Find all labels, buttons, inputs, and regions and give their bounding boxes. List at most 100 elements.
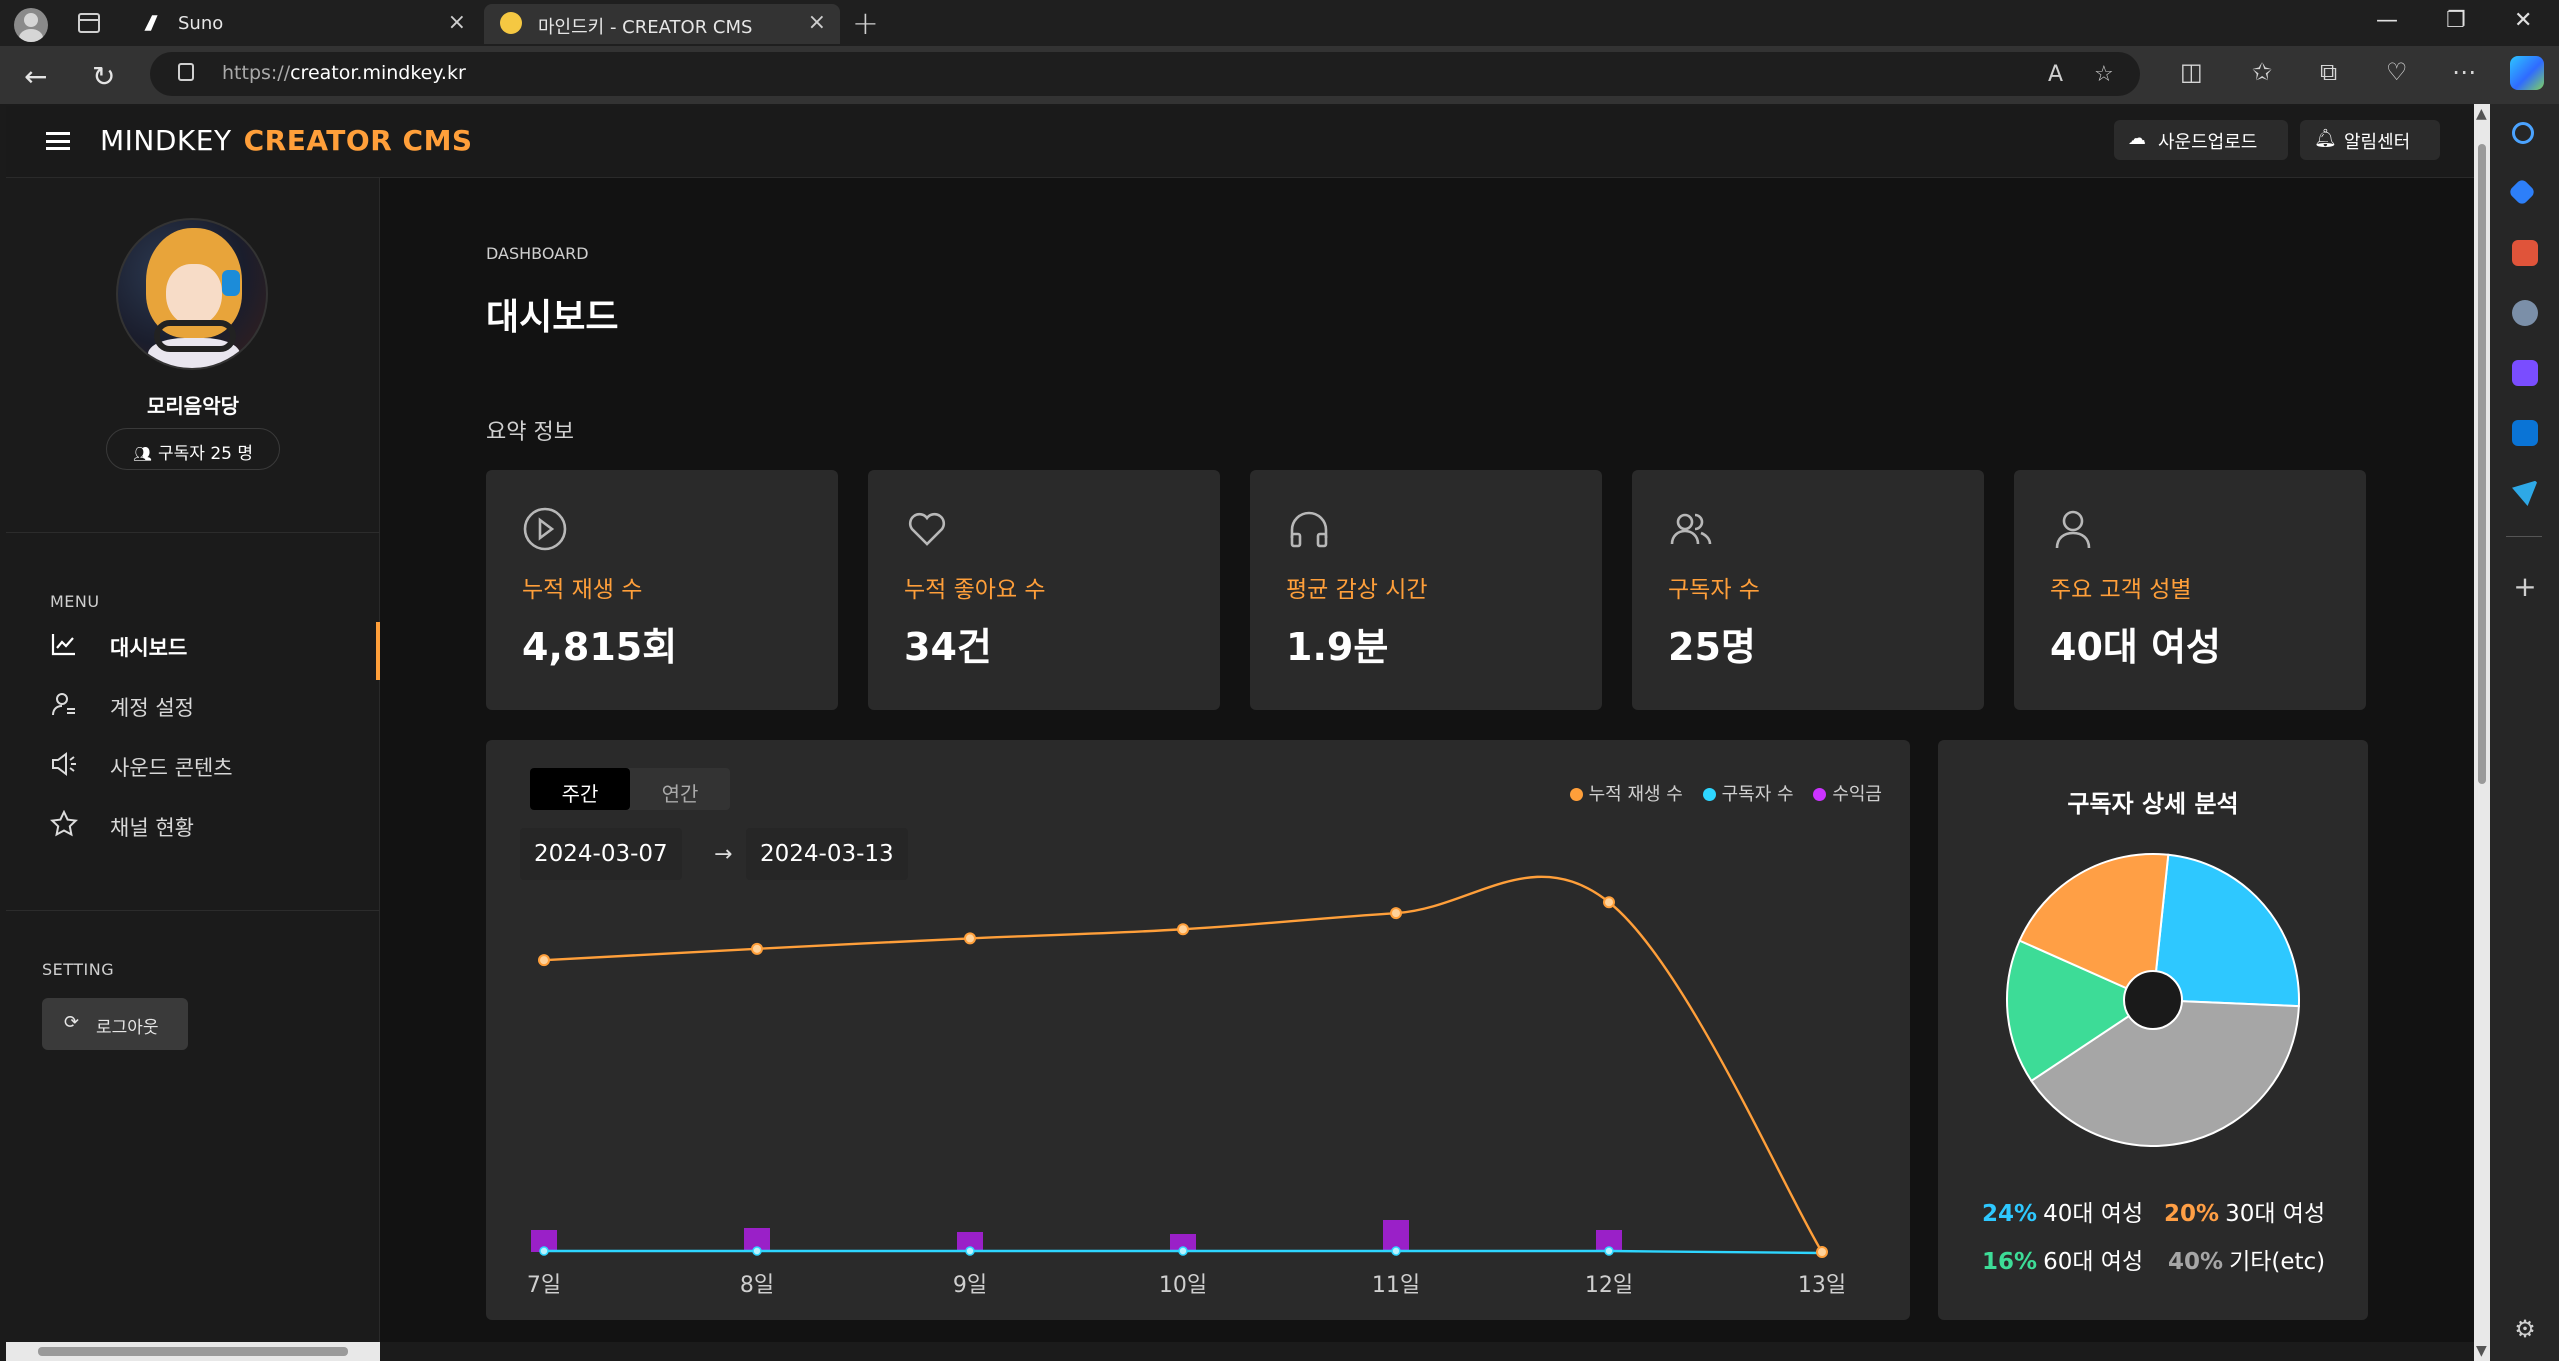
pie-slice[interactable] xyxy=(2006,939,2156,1083)
minimize-icon[interactable]: — xyxy=(2376,8,2398,33)
scroll-down-icon[interactable]: ▼ xyxy=(2476,1343,2487,1359)
pie-legend-pct: 16% xyxy=(1982,1249,2038,1275)
tab-actions-icon[interactable] xyxy=(78,13,100,33)
scroll-thumb[interactable] xyxy=(2478,144,2486,784)
outlook-icon[interactable] xyxy=(2512,420,2538,446)
revenue-bar xyxy=(957,1232,983,1252)
search-icon[interactable] xyxy=(2512,122,2534,144)
pie-center-hole xyxy=(2123,970,2183,1030)
plays-point xyxy=(1816,1246,1828,1258)
chart-line-icon xyxy=(51,634,75,656)
browser-tab-mindkey[interactable]: 마인드키 - CREATOR CMS × xyxy=(484,4,840,44)
x-tick-label: 10일 xyxy=(1159,1273,1207,1298)
vertical-scrollbar[interactable]: ▲ ▼ xyxy=(2474,104,2490,1361)
stat-label: 누적 좋아요 수 xyxy=(904,577,1046,603)
read-aloud-icon[interactable]: A xyxy=(2048,62,2064,87)
alarm-center-label: 알림센터 xyxy=(2344,132,2411,153)
stat-card-main-demographic: 주요 고객 성별 40대 여성 xyxy=(2014,470,2366,710)
pie-slice[interactable] xyxy=(2018,853,2170,1002)
logout-icon: ⟳ xyxy=(64,1012,80,1033)
profile-avatar[interactable] xyxy=(116,218,268,370)
back-icon[interactable]: ← xyxy=(24,60,48,93)
copilot-app-icon[interactable] xyxy=(2512,360,2538,386)
sidebar-item-account-settings[interactable]: 계정 설정 xyxy=(50,682,380,730)
sidebar-item-dashboard[interactable]: 대시보드 xyxy=(50,622,380,680)
favorites-icon[interactable]: ✩ xyxy=(2252,58,2273,86)
pie-legend-label: 기타(etc) xyxy=(2229,1249,2326,1275)
brand-logo[interactable]: MINDKEY CREATOR CMS xyxy=(100,124,473,157)
send-icon[interactable] xyxy=(2512,480,2538,506)
pie-chart-title: 구독자 상세 분석 xyxy=(2067,790,2239,818)
collections-icon[interactable]: ⧉ xyxy=(2320,58,2338,86)
horizontal-scrollbar[interactable] xyxy=(6,1342,380,1361)
logout-label: 로그아웃 xyxy=(96,1018,159,1038)
close-window-icon[interactable]: ✕ xyxy=(2514,8,2533,33)
sound-upload-button[interactable]: ☁ 사운드업로드 xyxy=(2114,120,2288,160)
health-icon[interactable]: ♡ xyxy=(2386,58,2408,86)
date-from-input[interactable]: 2024-03-07 xyxy=(520,828,682,880)
new-tab-button[interactable]: + xyxy=(852,4,879,42)
play-circle-icon xyxy=(523,507,567,551)
subscribers-point xyxy=(1178,1246,1188,1256)
sidebar-divider xyxy=(6,532,380,533)
top-bar: MINDKEY CREATOR CMS ☁ 사운드업로드 🔔︎ 알림센터 xyxy=(6,106,2474,178)
tab-weekly[interactable]: 주간 xyxy=(530,768,630,810)
period-toggle: 주간 연간 xyxy=(530,768,730,810)
plays-point xyxy=(964,932,976,945)
stat-card-avg-listen-time: 평균 감상 시간 1.9분 xyxy=(1250,470,1602,710)
games-icon[interactable] xyxy=(2512,300,2538,326)
logout-button[interactable]: ⟳ 로그아웃 xyxy=(42,998,188,1050)
address-bar[interactable]: https://creator.mindkey.kr A ☆ xyxy=(150,52,2140,96)
legend-label: 구독자 수 xyxy=(1721,784,1794,805)
plays-point xyxy=(1603,896,1615,909)
stat-label: 주요 고객 성별 xyxy=(2050,577,2192,603)
split-screen-icon[interactable]: ◫ xyxy=(2180,58,2203,86)
profile-avatar-icon[interactable] xyxy=(14,8,48,42)
sidebar-item-label: 사운드 콘텐츠 xyxy=(110,756,233,780)
refresh-icon[interactable]: ↻ xyxy=(92,60,116,93)
stat-value: 40대 여성 xyxy=(2050,625,2221,669)
pie-legend-40s-female: 24% 40대 여성 xyxy=(1982,1194,2143,1228)
more-menu-icon[interactable]: ⋯ xyxy=(2452,58,2476,86)
alarm-center-button[interactable]: 🔔︎ 알림센터 xyxy=(2300,120,2440,160)
pie-legend-60s-female: 16% 60대 여성 xyxy=(1982,1242,2143,1276)
close-tab-icon[interactable]: × xyxy=(807,10,826,35)
copilot-icon[interactable] xyxy=(2510,56,2544,90)
shopping-tag-icon[interactable] xyxy=(2507,177,2537,207)
settings-gear-icon[interactable]: ⚙ xyxy=(2514,1315,2536,1343)
scroll-up-icon[interactable]: ▲ xyxy=(2476,106,2487,122)
address-bar-row: ← ↻ https://creator.mindkey.kr A ☆ ◫ ✩ ⧉… xyxy=(0,46,2559,104)
tab-yearly[interactable]: 연간 xyxy=(661,782,699,806)
sidebar-divider xyxy=(2506,536,2542,537)
close-tab-icon[interactable]: × xyxy=(447,10,466,35)
add-icon[interactable]: + xyxy=(2513,570,2537,603)
stat-value: 4,815회 xyxy=(522,625,678,669)
stat-card-subscribers: 구독자 수 25명 xyxy=(1632,470,1984,710)
browser-tab-suno[interactable]: Suno × xyxy=(124,4,480,44)
x-tick-label: 7일 xyxy=(527,1273,561,1298)
url-text[interactable]: https://creator.mindkey.kr xyxy=(222,62,466,84)
tools-icon[interactable] xyxy=(2512,240,2538,266)
legend-item-subscribers[interactable]: 구독자 수 xyxy=(1702,780,1794,806)
sidebar-item-sound-content[interactable]: 사운드 콘텐츠 xyxy=(50,742,380,790)
headphones-icon xyxy=(1290,511,1328,548)
channel-name: 모리음악당 xyxy=(147,394,239,418)
x-tick-label: 11일 xyxy=(1372,1273,1420,1298)
sidebar-item-channel-status[interactable]: 채널 현황 xyxy=(50,802,380,850)
menu-section-label: MENU xyxy=(50,592,100,611)
legend-item-revenue[interactable]: 수익금 xyxy=(1813,780,1882,806)
lock-icon[interactable] xyxy=(178,63,194,81)
favorite-star-icon[interactable]: ☆ xyxy=(2094,62,2114,87)
hamburger-menu-icon[interactable] xyxy=(46,132,70,150)
scroll-thumb[interactable] xyxy=(38,1347,348,1356)
stat-value: 25명 xyxy=(1668,625,1756,669)
avatar-headphone xyxy=(222,270,240,296)
pie-legend-label: 60대 여성 xyxy=(2043,1249,2144,1275)
cms-app: MINDKEY CREATOR CMS ☁ 사운드업로드 🔔︎ 알림센터 모리음악당 … xyxy=(6,106,2474,1342)
pie-slice[interactable] xyxy=(2151,853,2300,1008)
stat-value: 34건 xyxy=(904,625,992,669)
date-arrow: → xyxy=(714,842,733,867)
legend-item-plays[interactable]: 누적 재생 수 xyxy=(1569,780,1683,806)
restore-icon[interactable]: ❐ xyxy=(2446,8,2466,33)
date-to-input[interactable]: 2024-03-13 xyxy=(746,828,908,880)
